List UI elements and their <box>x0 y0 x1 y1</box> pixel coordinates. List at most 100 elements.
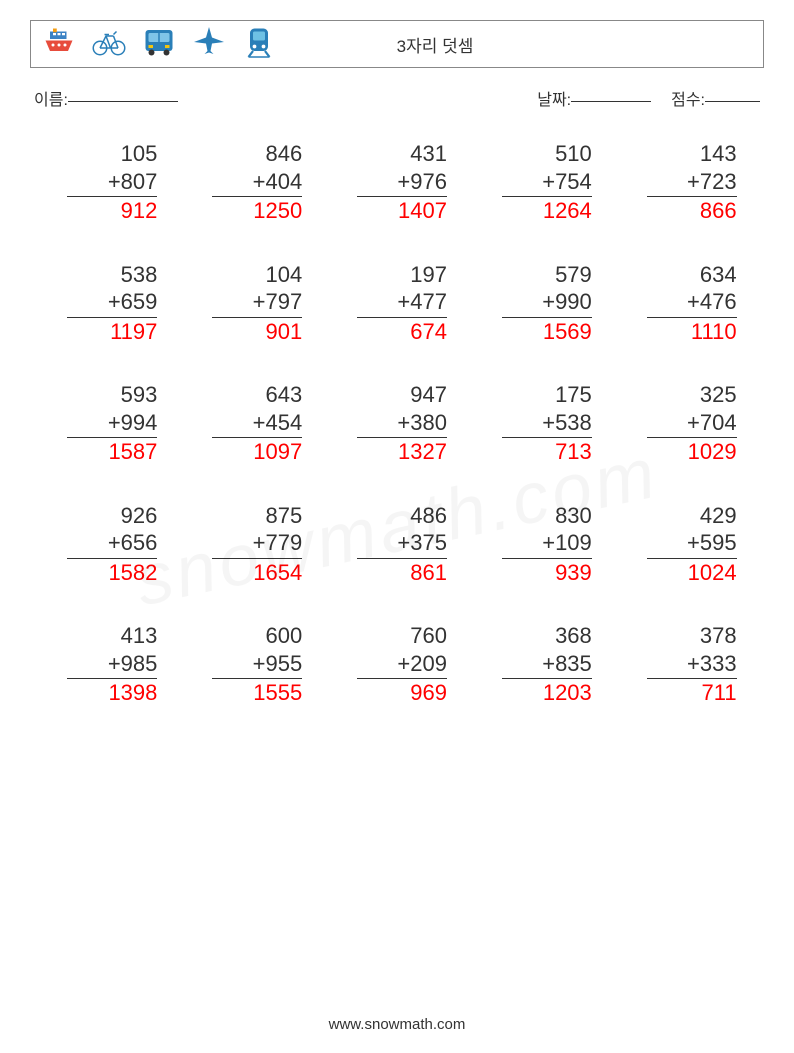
addend-bottom: +333 <box>647 650 737 680</box>
answer: 1250 <box>212 197 302 225</box>
addend-bottom: +656 <box>67 529 157 559</box>
addend-bottom: +659 <box>67 288 157 318</box>
addend-top: 486 <box>357 502 447 530</box>
bicycle-icon <box>91 24 127 65</box>
answer: 939 <box>502 559 592 587</box>
addend-bottom: +807 <box>67 168 157 198</box>
addend-top: 368 <box>502 622 592 650</box>
answer: 1582 <box>67 559 157 587</box>
addend-top: 947 <box>357 381 447 409</box>
addend-bottom: +454 <box>212 409 302 439</box>
problem: 197+477674 <box>357 261 447 346</box>
addend-bottom: +404 <box>212 168 302 198</box>
answer: 901 <box>212 318 302 346</box>
answer: 674 <box>357 318 447 346</box>
addend-bottom: +835 <box>502 650 592 680</box>
addend-bottom: +209 <box>357 650 447 680</box>
answer: 1264 <box>502 197 592 225</box>
addend-bottom: +994 <box>67 409 157 439</box>
answer: 711 <box>647 679 737 707</box>
addend-bottom: +976 <box>357 168 447 198</box>
problem: 175+538713 <box>502 381 592 466</box>
problem: 830+109939 <box>502 502 592 587</box>
date-blank <box>571 86 651 102</box>
addend-bottom: +595 <box>647 529 737 559</box>
problem: 579+9901569 <box>502 261 592 346</box>
addend-top: 325 <box>647 381 737 409</box>
addend-bottom: +754 <box>502 168 592 198</box>
problem: 368+8351203 <box>502 622 592 707</box>
score-label: 점수: <box>671 86 705 110</box>
addend-bottom: +985 <box>67 650 157 680</box>
addend-top: 634 <box>647 261 737 289</box>
date-label: 날짜: <box>537 86 571 110</box>
addend-bottom: +476 <box>647 288 737 318</box>
problem: 431+9761407 <box>357 140 447 225</box>
addend-bottom: +477 <box>357 288 447 318</box>
addend-bottom: +990 <box>502 288 592 318</box>
answer: 912 <box>67 197 157 225</box>
page-title: 3자리 덧셈 <box>277 32 753 57</box>
problem: 600+9551555 <box>212 622 302 707</box>
problem: 429+5951024 <box>647 502 737 587</box>
problem: 378+333711 <box>647 622 737 707</box>
answer: 1024 <box>647 559 737 587</box>
addend-top: 413 <box>67 622 157 650</box>
answer: 1398 <box>67 679 157 707</box>
header-icons <box>41 24 277 65</box>
addend-top: 830 <box>502 502 592 530</box>
info-row: 이름: 날짜: 점수: <box>30 86 764 110</box>
addend-top: 104 <box>212 261 302 289</box>
answer: 1569 <box>502 318 592 346</box>
addend-bottom: +538 <box>502 409 592 439</box>
problem: 325+7041029 <box>647 381 737 466</box>
problem: 947+3801327 <box>357 381 447 466</box>
problem: 105+807912 <box>67 140 157 225</box>
score-blank <box>705 86 760 102</box>
addend-bottom: +380 <box>357 409 447 439</box>
answer: 969 <box>357 679 447 707</box>
answer: 1203 <box>502 679 592 707</box>
addend-top: 579 <box>502 261 592 289</box>
addend-top: 846 <box>212 140 302 168</box>
answer: 1197 <box>67 318 157 346</box>
answer: 1407 <box>357 197 447 225</box>
addend-top: 643 <box>212 381 302 409</box>
problem: 634+4761110 <box>647 261 737 346</box>
addend-bottom: +779 <box>212 529 302 559</box>
addend-bottom: +955 <box>212 650 302 680</box>
addend-top: 875 <box>212 502 302 530</box>
problem: 846+4041250 <box>212 140 302 225</box>
ship-icon <box>41 24 77 65</box>
addend-top: 593 <box>67 381 157 409</box>
addend-top: 429 <box>647 502 737 530</box>
addend-top: 105 <box>67 140 157 168</box>
addend-top: 510 <box>502 140 592 168</box>
addend-bottom: +375 <box>357 529 447 559</box>
airplane-icon <box>191 24 227 65</box>
answer: 713 <box>502 438 592 466</box>
problem: 104+797901 <box>212 261 302 346</box>
answer: 1097 <box>212 438 302 466</box>
name-label: 이름: <box>34 86 68 110</box>
footer: www.snowmath.com <box>0 1016 794 1033</box>
addend-bottom: +723 <box>647 168 737 198</box>
answer: 1555 <box>212 679 302 707</box>
addend-bottom: +109 <box>502 529 592 559</box>
answer: 1654 <box>212 559 302 587</box>
addend-top: 378 <box>647 622 737 650</box>
answer: 1110 <box>647 318 737 346</box>
addend-top: 760 <box>357 622 447 650</box>
addend-bottom: +797 <box>212 288 302 318</box>
problem: 926+6561582 <box>67 502 157 587</box>
problem: 643+4541097 <box>212 381 302 466</box>
answer: 1327 <box>357 438 447 466</box>
problem: 538+6591197 <box>67 261 157 346</box>
problems-grid: 105+807912846+4041250431+9761407510+7541… <box>30 140 764 707</box>
bus-icon <box>141 24 177 65</box>
addend-bottom: +704 <box>647 409 737 439</box>
problem: 760+209969 <box>357 622 447 707</box>
addend-top: 197 <box>357 261 447 289</box>
answer: 861 <box>357 559 447 587</box>
addend-top: 538 <box>67 261 157 289</box>
